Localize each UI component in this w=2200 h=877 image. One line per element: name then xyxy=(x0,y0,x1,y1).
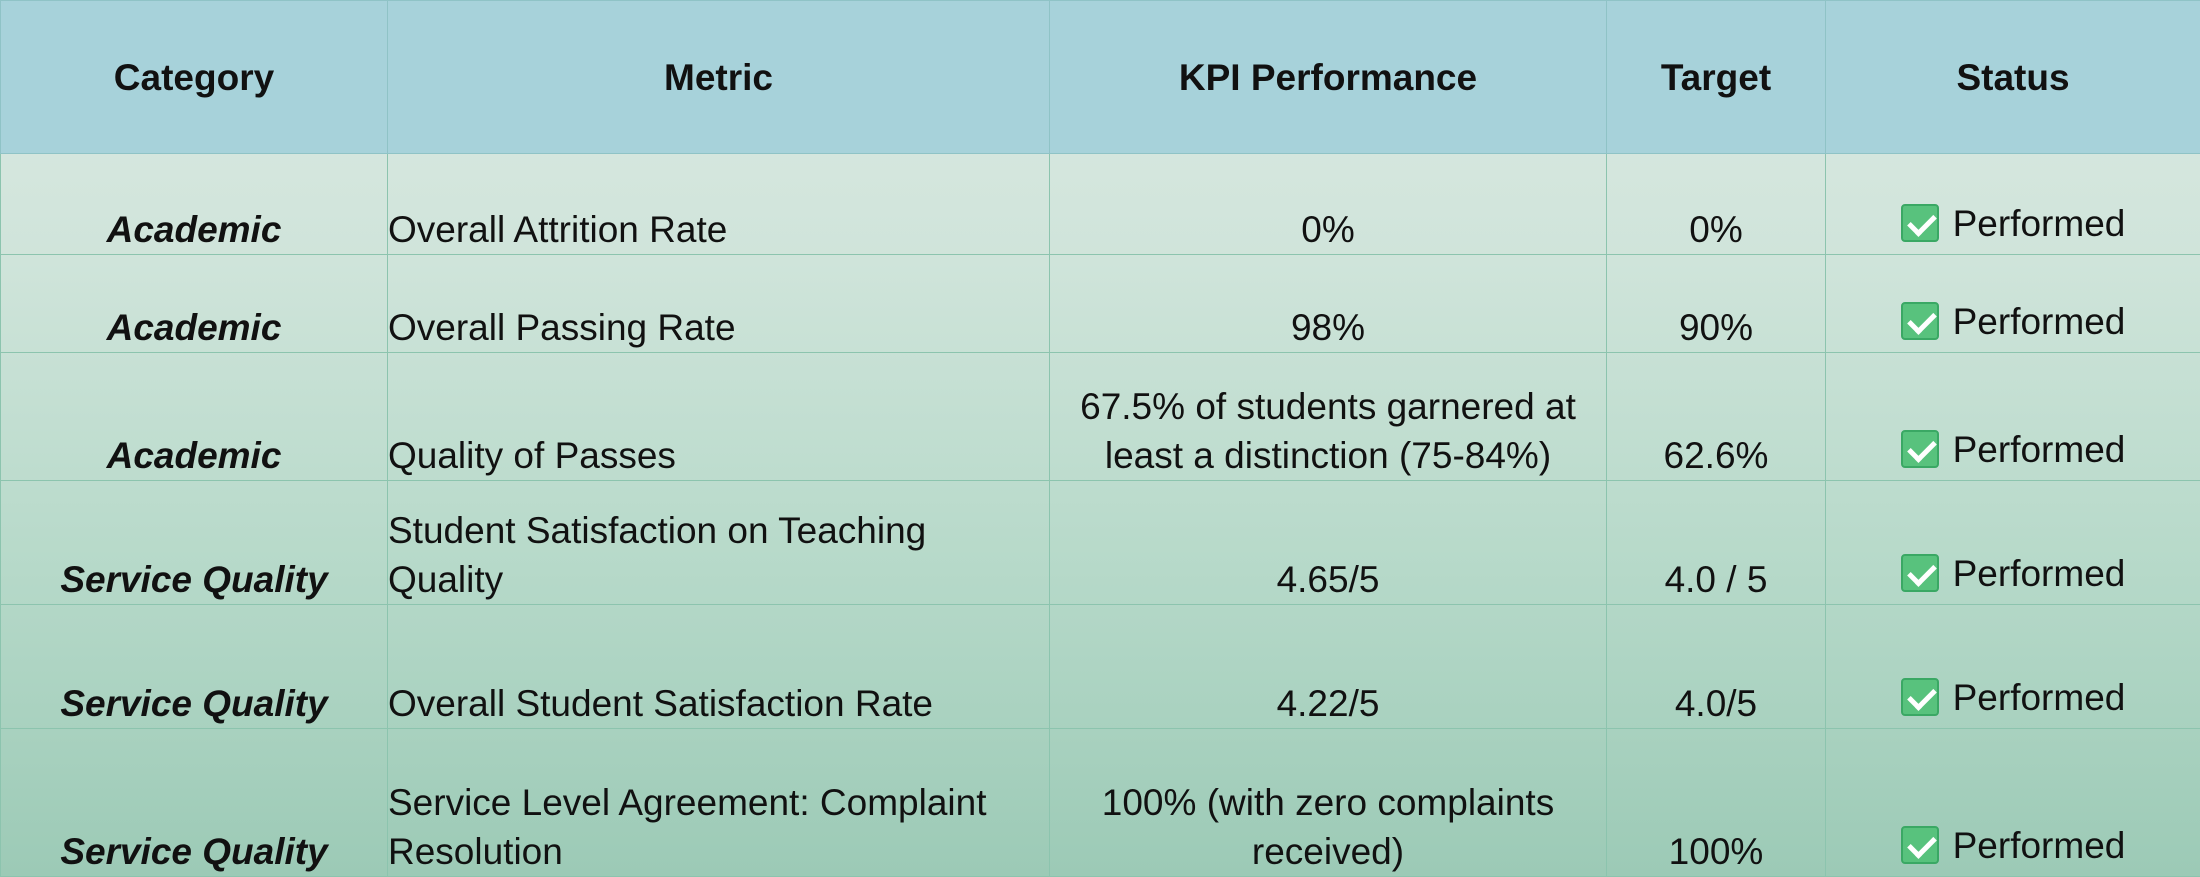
kpi-cell: 100% (with zero complaints received) xyxy=(1050,729,1607,877)
metric-cell: Overall Student Satisfaction Rate xyxy=(388,605,1050,729)
status-cell: Performed xyxy=(1826,729,2200,877)
metric-cell: Service Level Agreement: Complaint Resol… xyxy=(388,729,1050,877)
status-label: Performed xyxy=(1953,199,2126,248)
status-cell: Performed xyxy=(1826,481,2200,605)
target-cell: 4.0/5 xyxy=(1607,605,1826,729)
table-row: Academic Overall Attrition Rate 0% 0% Pe… xyxy=(1,154,2200,255)
status-label: Performed xyxy=(1953,549,2126,598)
checkbox-checked-icon xyxy=(1901,430,1939,468)
status-label: Performed xyxy=(1953,673,2126,722)
target-cell: 0% xyxy=(1607,154,1826,255)
target-cell: 4.0 / 5 xyxy=(1607,481,1826,605)
metric-cell: Student Satisfaction on Teaching Quality xyxy=(388,481,1050,605)
checkbox-checked-icon xyxy=(1901,554,1939,592)
header-row: Category Metric KPI Performance Target S… xyxy=(1,1,2200,154)
header-target: Target xyxy=(1607,1,1826,154)
table-row: Service Quality Service Level Agreement:… xyxy=(1,729,2200,877)
category-cell: Service Quality xyxy=(1,481,388,605)
header-status: Status xyxy=(1826,1,2200,154)
target-cell: 90% xyxy=(1607,255,1826,353)
metric-cell: Overall Attrition Rate xyxy=(388,154,1050,255)
checkbox-checked-icon xyxy=(1901,302,1939,340)
target-cell: 100% xyxy=(1607,729,1826,877)
kpi-cell: 98% xyxy=(1050,255,1607,353)
metric-cell: Quality of Passes xyxy=(388,353,1050,481)
category-cell: Academic xyxy=(1,255,388,353)
checkbox-checked-icon xyxy=(1901,826,1939,864)
status-label: Performed xyxy=(1953,425,2126,474)
status-cell: Performed xyxy=(1826,353,2200,481)
kpi-cell: 4.22/5 xyxy=(1050,605,1607,729)
status-label: Performed xyxy=(1953,821,2126,870)
header-category: Category xyxy=(1,1,388,154)
kpi-cell: 67.5% of students garnered at least a di… xyxy=(1050,353,1607,481)
target-cell: 62.6% xyxy=(1607,353,1826,481)
metric-cell: Overall Passing Rate xyxy=(388,255,1050,353)
table-row: Academic Quality of Passes 67.5% of stud… xyxy=(1,353,2200,481)
table-row: Service Quality Student Satisfaction on … xyxy=(1,481,2200,605)
table-row: Academic Overall Passing Rate 98% 90% Pe… xyxy=(1,255,2200,353)
kpi-cell: 0% xyxy=(1050,154,1607,255)
table-row: Service Quality Overall Student Satisfac… xyxy=(1,605,2200,729)
category-cell: Academic xyxy=(1,154,388,255)
status-cell: Performed xyxy=(1826,605,2200,729)
checkbox-checked-icon xyxy=(1901,678,1939,716)
category-cell: Academic xyxy=(1,353,388,481)
checkbox-checked-icon xyxy=(1901,204,1939,242)
status-cell: Performed xyxy=(1826,255,2200,353)
category-cell: Service Quality xyxy=(1,729,388,877)
status-label: Performed xyxy=(1953,297,2126,346)
header-metric: Metric xyxy=(388,1,1050,154)
kpi-cell: 4.65/5 xyxy=(1050,481,1607,605)
header-kpi-performance: KPI Performance xyxy=(1050,1,1607,154)
status-cell: Performed xyxy=(1826,154,2200,255)
category-cell: Service Quality xyxy=(1,605,388,729)
